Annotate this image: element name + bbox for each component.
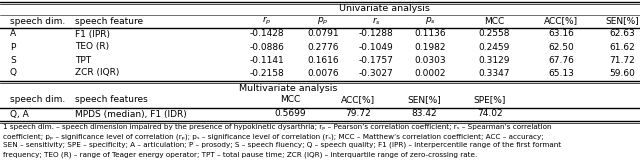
Text: SPE[%]: SPE[%]: [474, 95, 506, 104]
Text: $p_s$: $p_s$: [424, 15, 435, 27]
Text: 71.72: 71.72: [609, 55, 635, 65]
Text: 1 speech dim. – speech dimension impaired by the presence of hypokinetic dysarth: 1 speech dim. – speech dimension impaire…: [3, 124, 552, 130]
Text: -0.3027: -0.3027: [358, 69, 394, 77]
Text: speech feature: speech feature: [75, 16, 143, 26]
Text: -0.1757: -0.1757: [358, 55, 394, 65]
Text: S: S: [10, 55, 16, 65]
Text: 0.0791: 0.0791: [307, 30, 339, 38]
Text: 0.0303: 0.0303: [414, 55, 446, 65]
Text: 0.5699: 0.5699: [274, 110, 306, 118]
Text: Q, A: Q, A: [10, 110, 29, 118]
Text: -0.1428: -0.1428: [250, 30, 284, 38]
Text: -0.1049: -0.1049: [358, 43, 394, 52]
Text: TEO (R): TEO (R): [75, 43, 109, 52]
Text: 65.13: 65.13: [548, 69, 574, 77]
Text: frequency; TEO (R) – range of Teager energy operator; TPT – total pause time; ZC: frequency; TEO (R) – range of Teager ene…: [3, 151, 477, 158]
Text: speech features: speech features: [75, 95, 148, 104]
Text: SEN[%]: SEN[%]: [407, 95, 441, 104]
Text: 62.50: 62.50: [548, 43, 574, 52]
Text: speech dim.: speech dim.: [10, 16, 65, 26]
Text: Q: Q: [10, 69, 17, 77]
Text: 0.0076: 0.0076: [307, 69, 339, 77]
Text: 0.2558: 0.2558: [478, 30, 509, 38]
Text: 83.42: 83.42: [411, 110, 437, 118]
Text: 74.02: 74.02: [477, 110, 503, 118]
Text: 79.72: 79.72: [345, 110, 371, 118]
Text: MCC: MCC: [280, 95, 300, 104]
Text: -0.1141: -0.1141: [250, 55, 284, 65]
Text: 62.63: 62.63: [609, 30, 635, 38]
Text: ACC[%]: ACC[%]: [544, 16, 578, 26]
Text: $r_p$: $r_p$: [262, 15, 272, 27]
Text: MCC: MCC: [484, 16, 504, 26]
Text: 0.3129: 0.3129: [478, 55, 509, 65]
Text: $r_s$: $r_s$: [372, 15, 380, 27]
Text: 63.16: 63.16: [548, 30, 574, 38]
Text: 0.3347: 0.3347: [478, 69, 509, 77]
Text: Univariate analysis: Univariate analysis: [339, 4, 429, 13]
Text: F1 (IPR): F1 (IPR): [75, 30, 110, 38]
Text: ZCR (IQR): ZCR (IQR): [75, 69, 120, 77]
Text: 0.2459: 0.2459: [478, 43, 509, 52]
Text: 61.62: 61.62: [609, 43, 635, 52]
Text: speech dim.: speech dim.: [10, 95, 65, 104]
Text: 0.1982: 0.1982: [414, 43, 445, 52]
Text: P: P: [10, 43, 15, 52]
Text: 0.1136: 0.1136: [414, 30, 446, 38]
Text: -0.2158: -0.2158: [250, 69, 284, 77]
Text: 0.2776: 0.2776: [307, 43, 339, 52]
Text: -0.0886: -0.0886: [250, 43, 284, 52]
Text: SEN – sensitivity; SPE – specificity; A – articulation; P – prosody; S – speech : SEN – sensitivity; SPE – specificity; A …: [3, 142, 561, 149]
Text: 59.60: 59.60: [609, 69, 635, 77]
Text: SEN[%]: SEN[%]: [605, 16, 639, 26]
Text: -0.1288: -0.1288: [358, 30, 394, 38]
Text: $p_p$: $p_p$: [317, 15, 329, 27]
Text: TPT: TPT: [75, 55, 91, 65]
Text: coefficient; pₚ – significance level of correlation (rₚ); pₛ – significance leve: coefficient; pₚ – significance level of …: [3, 133, 544, 139]
Text: 67.76: 67.76: [548, 55, 574, 65]
Text: MPDS (median), F1 (IDR): MPDS (median), F1 (IDR): [75, 110, 187, 118]
Text: 0.1616: 0.1616: [307, 55, 339, 65]
Text: ACC[%]: ACC[%]: [341, 95, 375, 104]
Text: 0.0002: 0.0002: [414, 69, 445, 77]
Text: A: A: [10, 30, 16, 38]
Text: Multivariate analysis: Multivariate analysis: [239, 84, 337, 93]
